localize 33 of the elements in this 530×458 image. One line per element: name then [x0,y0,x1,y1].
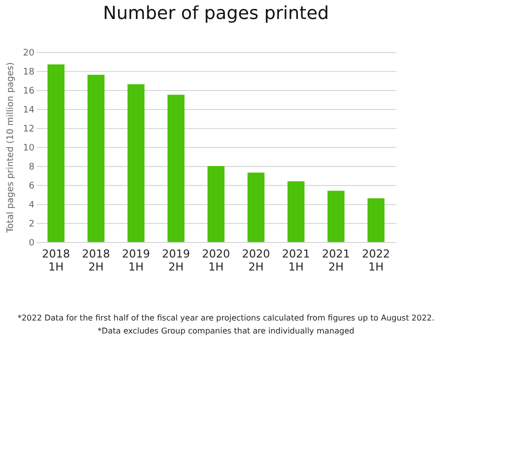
y-tick-label: 6 [28,182,35,192]
y-tick-label: 8 [28,162,35,172]
bar [208,166,224,242]
y-tick-label: 10 [23,144,35,154]
chart-title: Number of pages printed [103,3,329,24]
x-tick-label: 2021 2H [322,248,350,274]
text: *Data excludes Group companies that are individually managed [98,326,354,336]
y-tick-label: 0 [28,238,35,248]
x-tick-label: 2022 1H [362,248,390,274]
y-tick-label: 18 [23,68,35,78]
y-tick-label: 2 [28,220,34,230]
y-tick-label: 16 [23,86,35,96]
x-tick-label: 2019 2H [162,248,190,274]
y-axis-title: Total pages printed (10 million pages) [6,62,16,234]
bar [368,198,384,242]
bar [48,64,64,242]
x-tick-label: 2021 1H [282,248,310,274]
bar [168,94,184,242]
bar [128,84,144,242]
y-tick-label: 12 [23,124,34,134]
x-tick-label: 2018 1H [42,248,70,274]
bar [328,190,344,242]
x-tick-label: 2020 1H [202,248,230,274]
bar [248,172,264,242]
bar [288,181,304,242]
bar [88,74,104,242]
x-tick-label: 2019 1H [122,248,150,274]
text: *2022 Data for the first half of the fiscal year are projections calculated from figures up to August 2022. [18,314,434,322]
y-tick-label: 20 [23,48,35,58]
x-tick-label: 2018 2H [82,248,110,274]
y-tick-label: 4 [28,200,35,210]
x-tick-label: 2020 2H [242,248,270,274]
y-tick-label: 14 [23,106,35,116]
